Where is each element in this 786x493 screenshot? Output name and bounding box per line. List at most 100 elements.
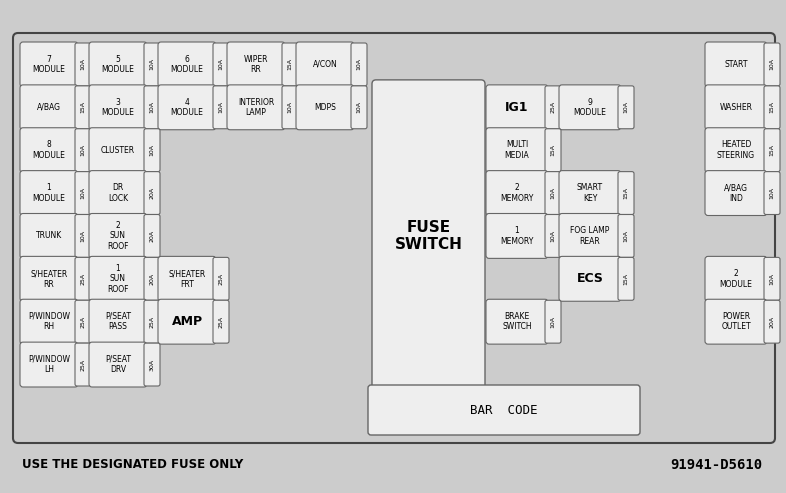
Text: 6
MODULE: 6 MODULE [171,55,204,74]
Text: P/WINDOW
RH: P/WINDOW RH [28,312,70,331]
Text: 20A: 20A [149,187,155,199]
Text: 20A: 20A [149,273,155,285]
Text: 10A: 10A [623,230,629,242]
Text: 30A: 30A [149,358,155,371]
FancyBboxPatch shape [227,85,285,130]
FancyBboxPatch shape [372,80,485,392]
FancyBboxPatch shape [559,213,621,258]
Text: 10A: 10A [149,102,155,113]
Text: 10A: 10A [80,144,86,156]
Text: FOG LAMP
REAR: FOG LAMP REAR [571,226,610,246]
Text: 2
MODULE: 2 MODULE [719,269,752,288]
Text: 1
MODULE: 1 MODULE [32,183,65,203]
Text: POWER
OUTLET: POWER OUTLET [722,312,751,331]
Text: ECS: ECS [577,272,604,285]
Text: 20A: 20A [769,316,774,328]
FancyBboxPatch shape [20,299,78,344]
Text: 10A: 10A [550,316,556,328]
Text: 10A: 10A [623,102,629,113]
Text: A/BAG
IND: A/BAG IND [724,183,748,203]
Text: 25A: 25A [149,316,155,328]
Text: 15A: 15A [288,59,292,70]
FancyBboxPatch shape [486,299,548,344]
Text: 25A: 25A [80,273,86,285]
FancyBboxPatch shape [545,86,561,129]
FancyBboxPatch shape [144,214,160,257]
Text: 9
MODULE: 9 MODULE [574,98,607,117]
FancyBboxPatch shape [89,299,147,344]
Text: P/WINDOW
LH: P/WINDOW LH [28,355,70,374]
Text: 10A: 10A [550,187,556,199]
FancyBboxPatch shape [296,85,354,130]
FancyBboxPatch shape [559,256,621,301]
FancyBboxPatch shape [144,86,160,129]
Text: 4
MODULE: 4 MODULE [171,98,204,117]
FancyBboxPatch shape [89,213,147,258]
FancyBboxPatch shape [144,129,160,172]
Text: DR
LOCK: DR LOCK [108,183,128,203]
FancyBboxPatch shape [764,300,780,343]
FancyBboxPatch shape [559,85,621,130]
FancyBboxPatch shape [89,128,147,173]
FancyBboxPatch shape [559,171,621,215]
FancyBboxPatch shape [75,43,91,86]
Text: 8
MODULE: 8 MODULE [32,141,65,160]
FancyBboxPatch shape [144,43,160,86]
Text: 10A: 10A [357,59,362,70]
FancyBboxPatch shape [486,85,548,130]
FancyBboxPatch shape [144,343,160,386]
Text: 10A: 10A [149,144,155,156]
FancyBboxPatch shape [282,43,298,86]
FancyBboxPatch shape [705,42,767,87]
Text: AMP: AMP [171,315,203,328]
FancyBboxPatch shape [705,171,767,215]
FancyBboxPatch shape [545,214,561,257]
FancyBboxPatch shape [89,85,147,130]
FancyBboxPatch shape [75,214,91,257]
FancyBboxPatch shape [282,86,298,129]
Text: S/HEATER
RR: S/HEATER RR [31,269,68,288]
Text: A/CON: A/CON [313,60,337,69]
Text: WIPER
RR: WIPER RR [244,55,268,74]
Text: 91941-D5610: 91941-D5610 [670,458,762,472]
FancyBboxPatch shape [20,213,78,258]
FancyBboxPatch shape [486,128,548,173]
Text: FUSE
SWITCH: FUSE SWITCH [395,220,462,252]
Text: 25A: 25A [80,316,86,328]
FancyBboxPatch shape [144,172,160,214]
Text: 2
SUN
ROOF: 2 SUN ROOF [107,221,129,251]
FancyBboxPatch shape [351,86,367,129]
FancyBboxPatch shape [545,129,561,172]
FancyBboxPatch shape [158,256,216,301]
Text: HEATED
STEERING: HEATED STEERING [717,141,755,160]
FancyBboxPatch shape [158,299,216,344]
Text: 25A: 25A [550,101,556,113]
Text: A/BAG: A/BAG [37,103,61,112]
Text: 15A: 15A [623,273,629,285]
Text: CLUSTER: CLUSTER [101,146,135,155]
FancyBboxPatch shape [764,257,780,300]
FancyBboxPatch shape [705,299,767,344]
Text: P/SEAT
PASS: P/SEAT PASS [105,312,131,331]
FancyBboxPatch shape [75,129,91,172]
Text: MDPS: MDPS [314,103,336,112]
Text: 10A: 10A [769,59,774,70]
Text: 15A: 15A [550,144,556,156]
Text: 10A: 10A [219,102,223,113]
FancyBboxPatch shape [213,257,229,300]
Text: 10A: 10A [80,59,86,70]
FancyBboxPatch shape [213,86,229,129]
FancyBboxPatch shape [20,128,78,173]
FancyBboxPatch shape [368,385,640,435]
Text: 5
MODULE: 5 MODULE [101,55,134,74]
FancyBboxPatch shape [20,256,78,301]
Text: 25A: 25A [219,316,223,328]
FancyBboxPatch shape [486,213,548,258]
FancyBboxPatch shape [20,42,78,87]
FancyBboxPatch shape [75,257,91,300]
Text: BRAKE
SWITCH: BRAKE SWITCH [502,312,532,331]
FancyBboxPatch shape [20,342,78,387]
FancyBboxPatch shape [764,129,780,172]
FancyBboxPatch shape [545,172,561,214]
FancyBboxPatch shape [75,172,91,214]
